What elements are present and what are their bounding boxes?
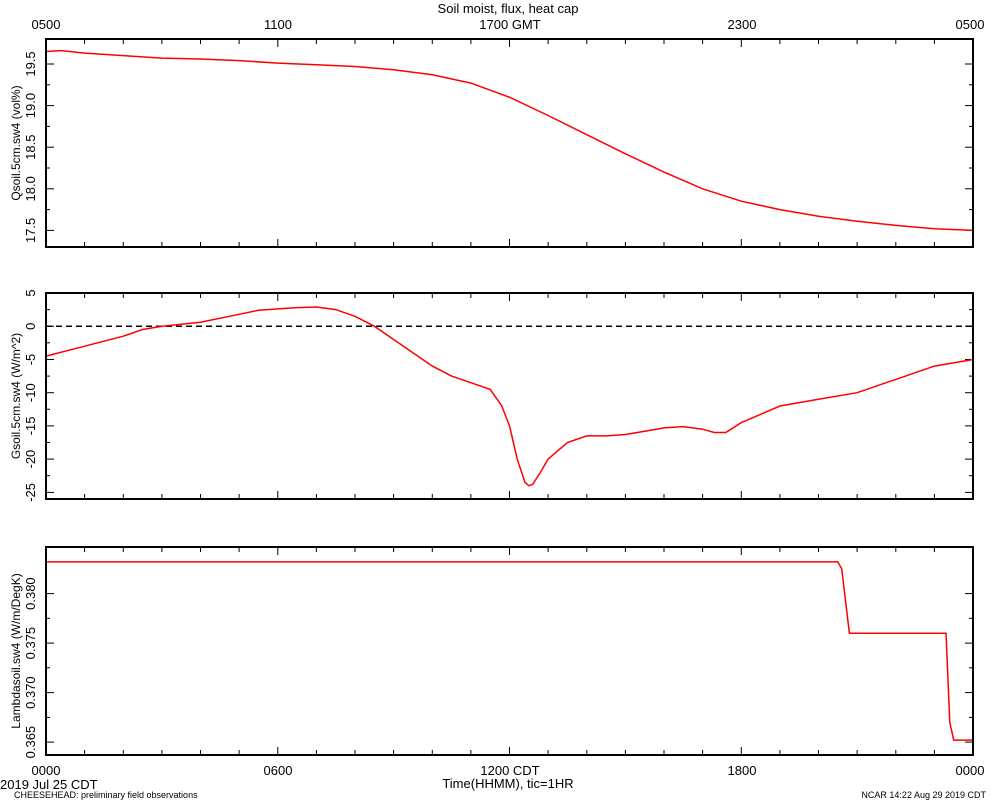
bottom-axis-label: 0600 bbox=[264, 763, 293, 778]
y-tick-label: 0.365 bbox=[23, 726, 38, 759]
y-tick-label: 0.375 bbox=[23, 627, 38, 660]
top-axis-label: 2300 bbox=[728, 17, 757, 32]
y-tick-label: 19.5 bbox=[23, 51, 38, 76]
y-axis-title: Lambdasoil.sw4 (W/m/DegK) bbox=[9, 573, 23, 728]
footer-timestamp: NCAR 14:22 Aug 29 2019 CDT bbox=[861, 790, 986, 800]
bottom-axis-label: 1800 bbox=[728, 763, 757, 778]
series-line bbox=[45, 306, 974, 487]
y-tick-label: 17.5 bbox=[23, 218, 38, 243]
chart-panel-2: 5 0 -5 -10 -15 -20 -25 Gsoil.5cm.sw4 (W/m^2) bbox=[9, 289, 974, 502]
date-label: 2019 Jul 25 CDT bbox=[0, 777, 98, 792]
y-tick-label: 18.5 bbox=[23, 135, 38, 160]
series-line bbox=[45, 49, 974, 232]
y-tick-label: -15 bbox=[23, 417, 38, 436]
y-tick-label: -10 bbox=[23, 383, 38, 402]
y-tick-label: 19.0 bbox=[23, 93, 38, 118]
y-tick-label: -20 bbox=[23, 450, 38, 469]
plot-frame bbox=[45, 546, 974, 756]
series-line bbox=[46, 561, 973, 741]
top-axis-label: 0500 bbox=[956, 17, 985, 32]
y-tick-label: 5 bbox=[23, 289, 38, 296]
top-time-axis-labels: 0500 1100 1700 GMT 2300 0500 bbox=[32, 17, 985, 32]
bottom-axis-label: 1200 CDT bbox=[480, 763, 539, 778]
y-tick-label: -5 bbox=[23, 354, 38, 366]
chart-title: Soil moist, flux, heat cap bbox=[438, 1, 579, 16]
top-axis-label: 1700 GMT bbox=[479, 17, 540, 32]
bottom-time-axis-labels: 0000 0600 1200 CDT 1800 0000 bbox=[32, 763, 985, 778]
footer-source: CHEESEHEAD: preliminary field observatio… bbox=[14, 790, 198, 800]
y-tick-label: 0 bbox=[23, 323, 38, 330]
top-axis-label: 1100 bbox=[264, 17, 292, 32]
top-axis-label: 0500 bbox=[32, 17, 61, 32]
y-tick-label: 0.370 bbox=[23, 676, 38, 709]
plot-frame bbox=[45, 38, 974, 248]
bottom-axis-label: 0000 bbox=[32, 763, 61, 778]
y-axis-title: Qsoil.5cm.sw4 (vol%) bbox=[9, 85, 23, 200]
y-tick-label: 0.380 bbox=[23, 577, 38, 610]
y-tick-label: -25 bbox=[23, 483, 38, 502]
y-tick-label: 18.0 bbox=[23, 176, 38, 201]
plot-frame bbox=[45, 292, 974, 500]
bottom-axis-label: 0000 bbox=[956, 763, 985, 778]
y-axis-title: Gsoil.5cm.sw4 (W/m^2) bbox=[9, 333, 23, 459]
x-axis-title: Time(HHMM), tic=1HR bbox=[442, 776, 573, 791]
